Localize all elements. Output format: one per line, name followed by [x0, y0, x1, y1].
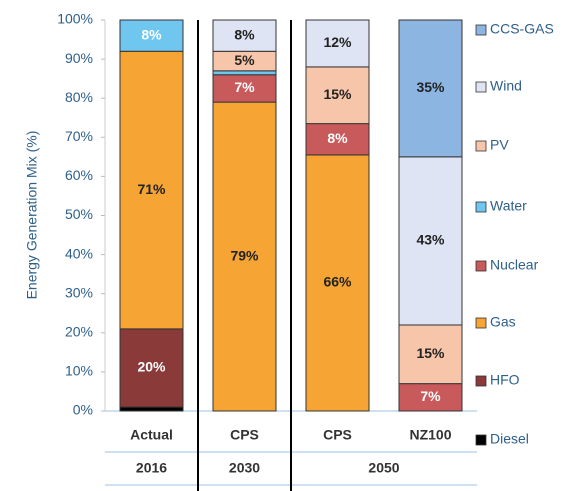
legend-swatch: [475, 317, 487, 329]
legend-label: Wind: [490, 78, 522, 94]
legend-label: HFO: [490, 372, 520, 388]
data-label: 8%: [141, 26, 162, 42]
bar-segment: [212, 19, 277, 52]
y-tick-label: 90%: [65, 50, 93, 66]
legend-label: PV: [490, 137, 509, 153]
y-axis-label: Energy Generation Mix (%): [24, 131, 40, 300]
bar-segment: [119, 406, 184, 412]
y-tick-label: 70%: [65, 128, 93, 144]
y-tick-label: 0%: [73, 402, 93, 418]
data-label: 71%: [137, 181, 166, 197]
y-tick-label: 30%: [65, 284, 93, 300]
y-tick-label: 60%: [65, 167, 93, 183]
data-label: 7%: [234, 79, 255, 95]
data-label: 35%: [416, 79, 445, 95]
bar-segment: [119, 328, 184, 408]
bar-segment: [398, 324, 463, 385]
bar-segment: [305, 66, 370, 125]
data-label: 8%: [234, 26, 255, 42]
data-label: 79%: [230, 247, 259, 263]
legend-swatch: [475, 434, 487, 446]
legend-label: Nuclear: [490, 257, 539, 273]
x-tick-label: CPS: [230, 427, 259, 443]
x-tick-label: NZ100: [409, 427, 451, 443]
x-tick-label: CPS: [323, 427, 352, 443]
y-tick-label: 10%: [65, 363, 93, 379]
data-label: 15%: [416, 345, 445, 361]
data-label: 43%: [416, 232, 445, 248]
y-tick-label: 100%: [57, 11, 93, 27]
y-tick-label: 50%: [65, 206, 93, 222]
legend-swatch: [475, 140, 487, 152]
legend-swatch: [475, 24, 487, 36]
legend-swatch: [475, 81, 487, 93]
x-tick-label: Actual: [130, 427, 173, 443]
bar-segment: [398, 383, 463, 412]
data-label: 66%: [323, 274, 352, 290]
legend-label: Water: [490, 198, 527, 214]
data-label: 20%: [137, 359, 166, 375]
bar-segment: [212, 70, 277, 76]
legend-swatch: [475, 201, 487, 213]
bar-segment: [212, 74, 277, 103]
legend-swatch: [475, 260, 487, 272]
bar-segment: [119, 19, 184, 52]
legend-label: Diesel: [490, 431, 529, 447]
bar-segment: [212, 101, 277, 412]
data-label: 12%: [323, 34, 352, 50]
bar-segment: [398, 19, 463, 158]
y-tick-label: 80%: [65, 89, 93, 105]
bar-segment: [305, 19, 370, 68]
y-tick-label: 20%: [65, 324, 93, 340]
group-label: 2030: [229, 460, 260, 476]
legend-label: CCS-GAS: [490, 21, 554, 37]
bar-segment: [305, 154, 370, 412]
data-label: 15%: [323, 86, 352, 102]
data-label: 8%: [327, 130, 348, 146]
group-label: 2016: [136, 460, 167, 476]
bar-segment: [119, 50, 184, 330]
y-tick-label: 40%: [65, 245, 93, 261]
group-label: 2050: [368, 460, 399, 476]
legend-label: Gas: [490, 314, 516, 330]
legend-swatch: [475, 375, 487, 387]
data-label: 5%: [234, 52, 255, 68]
bar-segment: [398, 156, 463, 326]
data-label: 7%: [420, 388, 441, 404]
